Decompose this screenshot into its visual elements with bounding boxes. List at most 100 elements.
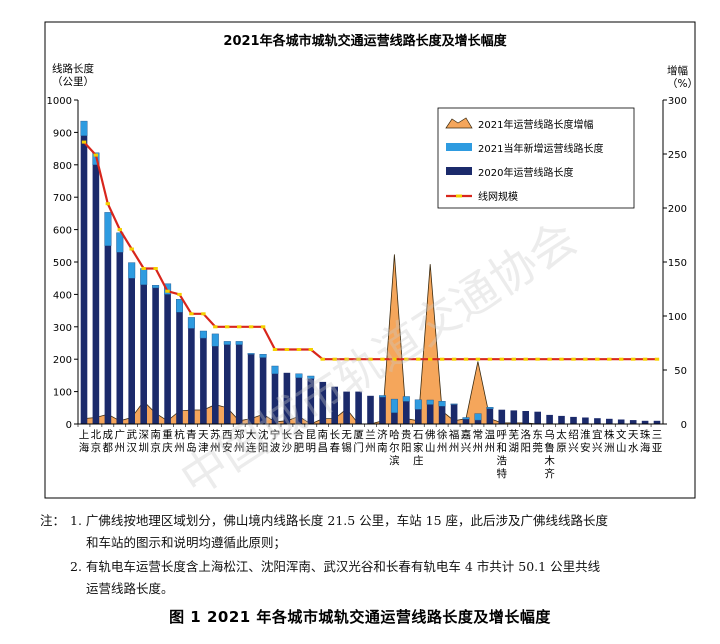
network-scale-marker-33 (475, 357, 481, 361)
bar-2021-new-14 (247, 353, 255, 355)
legend-swatch-marker (456, 194, 462, 198)
left-tick-label-600: 600 (53, 226, 72, 237)
network-scale-marker-17 (284, 348, 290, 351)
category-label-27: 贵阳 (401, 428, 412, 454)
network-scale-marker-43 (595, 357, 600, 361)
network-scale-marker-19 (308, 348, 313, 351)
category-label-29: 佛山 (425, 428, 436, 454)
category-label-14: 大连 (246, 428, 257, 454)
category-label-5: 深圳 (138, 429, 149, 454)
network-scale-marker-39 (547, 357, 552, 361)
network-scale-marker-47 (642, 357, 648, 361)
network-scale-marker-27 (404, 357, 409, 361)
legend-box (437, 107, 635, 209)
bar-2020-39 (546, 414, 553, 424)
left-tick-label-1000: 1000 (47, 96, 72, 107)
category-label-35: 呼和浩特 (497, 429, 508, 480)
right-axis-unit: （%） (667, 78, 698, 90)
right-tick-label-100: 100 (668, 312, 687, 323)
left-tick-label-800: 800 (53, 161, 72, 172)
left-tick-label-200: 200 (53, 355, 72, 366)
network-scale-marker-20 (320, 357, 325, 361)
network-scale-marker-18 (296, 348, 302, 351)
bar-2021-new-8 (175, 299, 183, 313)
network-scale-marker-40 (559, 357, 564, 361)
left-tick-label-700: 700 (53, 193, 72, 204)
bar-2020-33 (474, 420, 482, 424)
left-tick-label-300: 300 (53, 323, 72, 334)
network-scale-marker-12 (225, 325, 230, 329)
network-scale-marker-9 (189, 312, 194, 316)
category-label-32: 嘉兴 (461, 428, 472, 454)
left-tick-label-500: 500 (53, 258, 72, 269)
network-scale-marker-4 (129, 247, 134, 251)
category-label-34: 温州 (485, 429, 496, 454)
bar-2020-9 (188, 328, 195, 424)
bar-2020-23 (355, 391, 362, 424)
bar-2021-new-11 (211, 333, 219, 347)
category-label-19: 昆明 (306, 429, 317, 454)
network-scale-marker-32 (463, 357, 469, 361)
legend-swatch-new (446, 143, 472, 151)
right-tick-label-50: 50 (674, 366, 687, 377)
category-label-13: 郑州 (234, 428, 245, 454)
bar-2020-12 (224, 344, 231, 424)
network-scale-marker-21 (332, 357, 337, 361)
category-label-16: 宁波 (270, 428, 281, 454)
bar-2020-25 (379, 397, 386, 424)
bar-2020-2 (104, 245, 112, 424)
left-tick-label-400: 400 (53, 290, 72, 301)
bar-2020-16 (271, 373, 279, 424)
network-scale-marker-26 (392, 357, 397, 361)
note-2-line-1: 2. 有轨电车运营长度含上海松江、沈阳浑南、武汉光谷和长春有轨电车 4 市共计 … (70, 559, 601, 574)
network-scale-marker-44 (607, 357, 612, 361)
network-scale-marker-42 (583, 357, 588, 361)
network-scale-marker-29 (428, 357, 433, 361)
category-label-8: 杭州 (174, 428, 185, 454)
network-scale-marker-38 (535, 357, 540, 361)
network-scale-marker-5 (141, 267, 146, 270)
network-scale-marker-45 (619, 357, 624, 361)
bar-2020-34 (486, 408, 494, 424)
bar-2021-new-18 (295, 373, 303, 378)
category-label-4: 武汉 (126, 428, 137, 454)
category-label-7: 重庆 (162, 428, 173, 454)
right-tick-label-250: 250 (668, 150, 687, 161)
bar-2021-new-15 (259, 354, 267, 358)
network-scale-marker-2 (105, 202, 110, 206)
category-label-22: 无锡 (341, 429, 352, 454)
bar-2020-44 (606, 418, 613, 424)
category-label-46: 天水 (628, 429, 639, 454)
bar-2020-26 (391, 412, 398, 424)
left-axis-title: 线路长度 (52, 62, 94, 75)
network-scale-marker-37 (523, 357, 528, 361)
bar-2020-41 (570, 416, 577, 424)
category-label-25: 济南 (377, 428, 388, 454)
category-label-44: 株洲 (604, 428, 615, 454)
category-label-33: 常州 (473, 428, 484, 454)
category-label-41: 绍兴 (568, 428, 579, 454)
bar-2020-28 (415, 409, 422, 424)
bar-2020-38 (534, 411, 541, 424)
network-scale-marker-31 (451, 357, 457, 361)
bar-2020-46 (629, 420, 637, 424)
network-scale-marker-13 (237, 325, 242, 329)
bar-2020-31 (450, 404, 458, 424)
note-2-line-2: 运营线路长度。 (86, 581, 174, 596)
bar-2020-0 (80, 135, 88, 424)
network-scale-marker-1 (93, 153, 99, 157)
network-scale-marker-48 (654, 357, 660, 361)
bar-2021-new-19 (307, 375, 315, 379)
category-label-2: 成都 (103, 429, 114, 454)
bar-2020-32 (462, 419, 470, 424)
bar-2020-40 (558, 415, 565, 424)
category-label-39: 乌鲁木齐 (544, 428, 555, 480)
bar-2020-4 (128, 278, 135, 424)
category-label-31: 福州 (449, 428, 460, 454)
bar-2020-21 (331, 386, 338, 424)
category-label-10: 天津 (198, 429, 209, 454)
category-label-12: 西安 (222, 429, 233, 454)
category-label-37: 洛阳 (520, 428, 531, 454)
bar-2020-7 (164, 294, 171, 424)
network-scale-marker-25 (380, 357, 385, 361)
